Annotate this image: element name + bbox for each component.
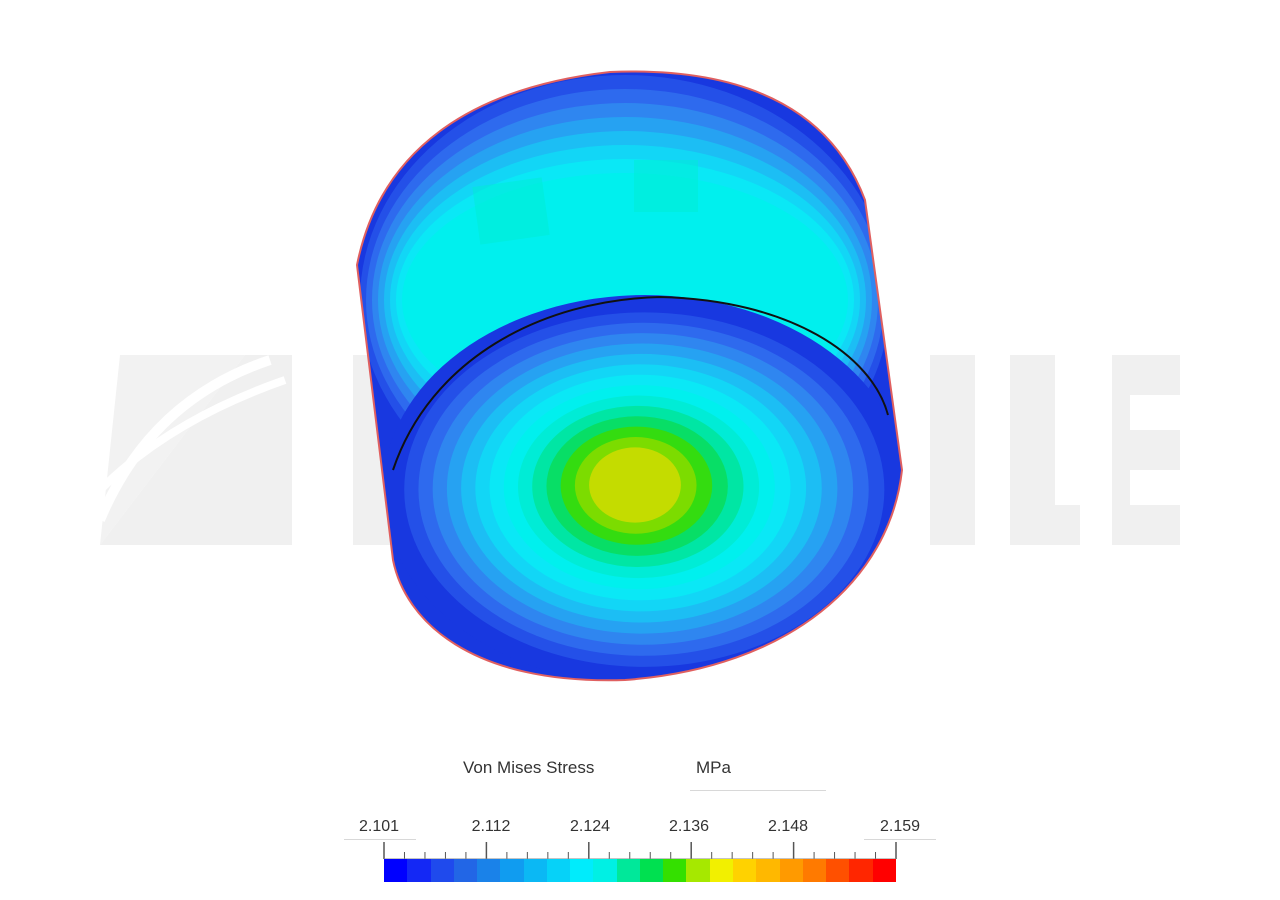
max-value-underline	[864, 839, 936, 840]
color-swatch	[756, 859, 780, 882]
color-scale-bar	[384, 859, 896, 882]
scale-tick-marks	[383, 842, 897, 860]
simscale-watermark-logo	[95, 355, 1180, 545]
color-swatch	[407, 859, 431, 882]
color-swatch	[732, 859, 757, 882]
scale-tick-label: 2.159	[879, 818, 921, 835]
scale-tick-label: 2.112	[471, 818, 511, 835]
color-swatch	[593, 859, 617, 882]
legend-unit-label[interactable]: MPa	[696, 758, 731, 777]
color-swatch	[663, 859, 687, 882]
color-swatch	[872, 859, 896, 882]
contour-band	[589, 447, 681, 523]
color-swatch	[453, 859, 478, 882]
color-swatch	[826, 859, 850, 882]
scale-tick-label: 2.148	[767, 818, 809, 835]
scale-tick-label: 2.124	[569, 818, 611, 835]
color-swatch	[477, 859, 501, 882]
model-outline	[355, 70, 904, 682]
color-swatch	[709, 859, 733, 882]
color-swatch	[616, 859, 640, 882]
color-swatch	[546, 859, 571, 882]
unit-selector-underline	[690, 790, 826, 791]
scale-tick-label: 2.136	[668, 818, 710, 835]
color-swatch	[639, 859, 664, 882]
color-swatch	[779, 859, 803, 882]
model-edge-line	[392, 295, 889, 471]
color-swatch	[523, 859, 547, 882]
color-swatch	[849, 859, 873, 882]
color-swatch	[570, 859, 594, 882]
legend-quantity-label: Von Mises Stress	[463, 758, 595, 777]
color-swatch	[500, 859, 524, 882]
color-swatch	[686, 859, 710, 882]
color-swatch	[802, 859, 827, 882]
color-swatch	[384, 859, 408, 882]
stress-result-model[interactable]	[340, 60, 920, 690]
color-swatch	[430, 859, 454, 882]
min-value-underline	[344, 839, 416, 840]
scale-tick-label: 2.101	[358, 818, 400, 835]
